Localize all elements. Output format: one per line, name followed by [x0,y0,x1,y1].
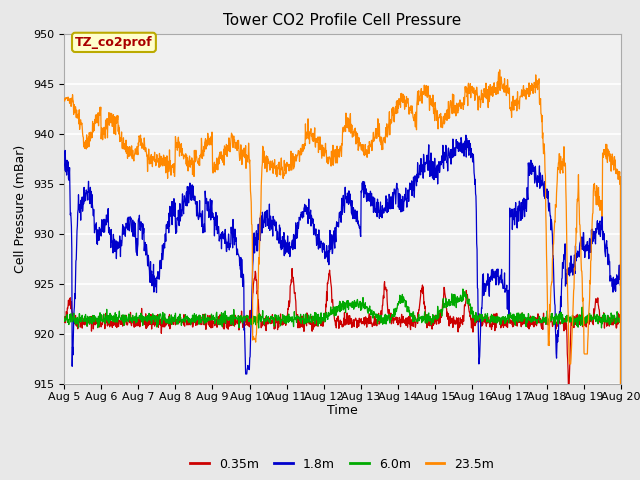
Title: Tower CO2 Profile Cell Pressure: Tower CO2 Profile Cell Pressure [223,13,461,28]
X-axis label: Time: Time [327,405,358,418]
Y-axis label: Cell Pressure (mBar): Cell Pressure (mBar) [15,144,28,273]
Text: TZ_co2prof: TZ_co2prof [75,36,153,49]
Legend: 0.35m, 1.8m, 6.0m, 23.5m: 0.35m, 1.8m, 6.0m, 23.5m [186,453,499,476]
